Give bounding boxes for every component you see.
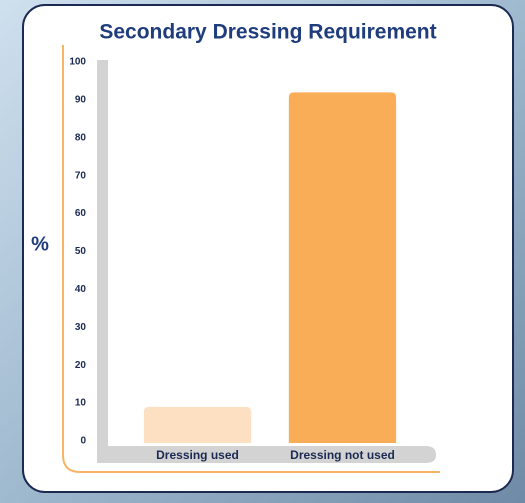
- bar: [144, 407, 251, 443]
- bar: [289, 92, 396, 443]
- chart: Secondary Dressing Requirement % 0 10 20 30…: [0, 0, 525, 503]
- x-tick-label: Dressing used: [156, 448, 239, 462]
- y-tick-label: 90: [75, 95, 87, 106]
- chart-title: Secondary Dressing Requirement: [99, 21, 436, 44]
- y-tick-label: 0: [80, 436, 86, 447]
- y-tick-label: 20: [75, 360, 87, 371]
- y-tick-label: 10: [75, 398, 87, 409]
- y-axis-wall: [97, 60, 108, 450]
- y-tick-label: 50: [75, 246, 87, 257]
- y-tick-label: 80: [75, 132, 87, 143]
- x-tick-label: Dressing not used: [290, 448, 395, 462]
- y-tick-label: 100: [69, 57, 86, 68]
- y-tick-label: 60: [75, 208, 87, 219]
- y-tick-label: 30: [75, 322, 87, 333]
- page: {"chart_data": {"type": "bar", "title": …: [0, 0, 525, 503]
- y-tick-label: 40: [75, 284, 87, 295]
- y-axis-label: %: [31, 233, 49, 255]
- y-tick-label: 70: [75, 170, 87, 181]
- panel: [23, 5, 513, 492]
